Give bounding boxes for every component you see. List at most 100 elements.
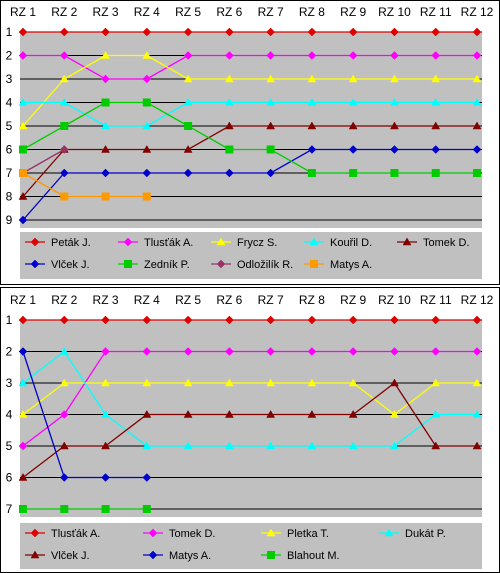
legend-marker <box>30 259 40 269</box>
data-point <box>19 169 27 177</box>
legend-marker <box>216 259 226 269</box>
legend-label: Tlusťák A. <box>144 237 193 249</box>
data-point <box>349 169 358 177</box>
legend-label: Peták J. <box>51 237 91 249</box>
data-point <box>224 378 234 387</box>
series-3 <box>18 378 482 418</box>
data-point <box>348 121 358 130</box>
x-tick-label: RZ 12 <box>461 293 494 307</box>
data-point <box>472 347 482 356</box>
legend-label: Zedník P. <box>144 259 190 271</box>
chart-top: RZ 1 RZ 2 RZ 3 RZ 4 RZ 5 RZ 6 RZ 7 RZ 8 RZ 9 RZ 1… <box>6 5 494 279</box>
y-tick-label: 2 <box>6 345 13 359</box>
data-point <box>18 215 28 225</box>
legend-entry: Zedník P. <box>118 259 190 271</box>
data-point <box>431 121 441 130</box>
legend <box>20 523 482 569</box>
data-point <box>472 441 482 450</box>
data-point <box>431 27 441 37</box>
data-point <box>472 74 482 83</box>
x-tick-label: RZ 2 <box>51 5 77 19</box>
series-2 <box>18 347 482 451</box>
data-point <box>390 409 399 418</box>
data-point <box>59 168 69 178</box>
data-point <box>348 27 358 37</box>
legend-marker <box>30 237 40 247</box>
x-tick-label: RZ 10 <box>378 293 411 307</box>
x-tick-label: RZ 12 <box>461 5 494 19</box>
data-point <box>431 315 441 325</box>
series-1 <box>18 315 482 325</box>
y-tick-label: 5 <box>6 439 13 453</box>
data-point <box>18 441 28 451</box>
x-tick-label: RZ 11 <box>420 293 452 307</box>
data-point <box>18 472 28 481</box>
data-point <box>142 505 151 513</box>
series-line <box>22 148 477 221</box>
data-point <box>307 315 317 325</box>
data-point <box>18 97 28 106</box>
series-4 <box>18 346 482 450</box>
y-tick-label: 3 <box>6 376 13 390</box>
y-tick-label: 1 <box>6 313 13 327</box>
data-point <box>59 441 69 450</box>
data-point <box>266 145 275 154</box>
data-point <box>472 378 482 387</box>
series-line <box>23 54 477 80</box>
data-point <box>390 97 399 106</box>
data-point <box>431 51 441 60</box>
data-point <box>183 409 193 418</box>
data-point <box>472 315 482 325</box>
data-point <box>142 50 152 59</box>
series-line <box>22 54 477 127</box>
data-point <box>266 378 276 387</box>
x-tick-label: RZ 2 <box>51 293 77 307</box>
data-point <box>18 409 28 418</box>
x-tick-label: RZ 6 <box>216 5 242 19</box>
x-tick-label: RZ 1 <box>10 5 36 19</box>
data-point <box>101 441 110 450</box>
y-tick-label: 6 <box>6 143 13 157</box>
data-point <box>101 144 110 153</box>
series-4 <box>18 97 482 130</box>
data-point <box>390 378 399 387</box>
data-point <box>348 409 358 418</box>
x-tick-label: RZ 8 <box>299 5 325 19</box>
data-point <box>18 378 28 387</box>
data-point <box>307 441 317 450</box>
x-tick-label: RZ 4 <box>134 293 160 307</box>
x-tick-label: RZ 7 <box>258 293 284 307</box>
data-point <box>472 145 482 154</box>
data-point <box>59 51 69 60</box>
data-point <box>266 441 276 450</box>
data-point <box>183 144 193 153</box>
x-tick-label: RZ 9 <box>340 5 366 19</box>
data-point <box>183 441 193 450</box>
legend-label: Matys A. <box>330 259 372 271</box>
legend-marker <box>124 260 132 268</box>
legend-marker <box>30 528 40 538</box>
legend-label: Vlček J. <box>51 259 90 271</box>
data-point <box>142 74 152 84</box>
data-point <box>431 378 441 387</box>
legend-label: Vlček J. <box>51 550 90 562</box>
series-7 <box>19 98 481 177</box>
legend-marker <box>384 528 394 537</box>
data-point <box>59 346 69 355</box>
legend-entry: Tlusťák A. <box>25 528 100 540</box>
series-line <box>22 350 477 447</box>
data-point <box>266 97 276 106</box>
y-tick-label: 2 <box>6 49 13 63</box>
data-point <box>101 378 110 387</box>
x-tick-label: RZ 10 <box>378 5 411 19</box>
data-point <box>101 168 110 178</box>
data-point <box>266 347 275 356</box>
data-point <box>183 168 193 178</box>
data-point <box>142 441 152 450</box>
data-point <box>59 378 69 387</box>
data-point <box>390 145 399 154</box>
data-point <box>18 51 28 60</box>
data-point <box>307 27 317 37</box>
data-point <box>142 409 152 418</box>
legend-entry: Tlusťák A. <box>118 237 193 249</box>
